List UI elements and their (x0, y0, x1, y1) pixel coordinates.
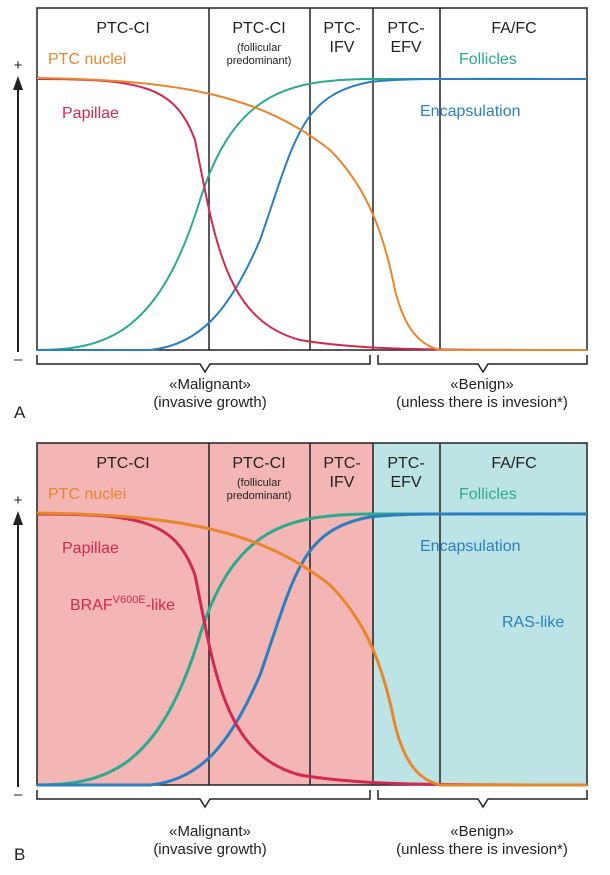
panel-b: PTC-CI PTC-CI (follicular predominant) P… (13, 442, 588, 864)
panel-a-col4-title-l2: EFV (390, 39, 421, 56)
panel-a-col3-title-l1: PTC- (323, 20, 360, 37)
panel-b-label-encapsulation: Encapsulation (420, 538, 521, 555)
panel-a-col2-subtitle2: predominant) (227, 55, 292, 67)
panel-b-benign-brace (377, 790, 588, 809)
panel-a-letter: A (14, 403, 26, 422)
braf-suffix: -like (146, 597, 175, 614)
panel-b-col2-subtitle2: predominant) (227, 490, 292, 502)
panel-b-letter: B (14, 845, 25, 864)
panel-b-encapsulation-curve (37, 512, 588, 787)
panel-a-malignant-brace (36, 355, 371, 374)
panel-b-col1-title: PTC-CI (96, 455, 149, 472)
panel-a-frame (36, 7, 588, 351)
panel-a-label-encapsulation: Encapsulation (420, 103, 521, 120)
panel-a-benign-brace (377, 355, 588, 374)
panel-a-col2-subtitle1: (follicular (237, 42, 281, 54)
panel-b-follicles-curve (36, 512, 587, 787)
panel-b-label-follicles: Follicles (459, 486, 517, 503)
panel-b-braf-like-label: BRAFV600E-like (70, 594, 175, 614)
panel-a-col4-title-l1: PTC- (387, 20, 424, 37)
panel-a-encapsulation-curve (37, 77, 588, 351)
panel-a-col5-title: FA/FC (491, 20, 536, 37)
panel-b-col2-title: PTC-CI (232, 455, 285, 472)
panel-a-y-axis-arrowhead (13, 76, 23, 90)
panel-b-papillae-curve (36, 512, 588, 787)
panel-a-label-papillae: Papillae (62, 105, 119, 122)
panel-a-col2-title: PTC-CI (232, 20, 285, 37)
panel-a-benign-line1: «Benign» (450, 376, 513, 393)
panel-a-ptc-nuclei-curve (36, 77, 587, 351)
braf-base: BRAF (70, 597, 113, 614)
panel-b-benign-line2: (unless there is invesion*) (396, 841, 568, 858)
panel-a-malignant-line2: (invasive growth) (153, 394, 266, 411)
panel-b-col3-title-l2: IFV (330, 474, 355, 491)
panel-b-frame (36, 442, 588, 786)
braf-superscript: V600E (113, 594, 146, 606)
panel-b-label-ptc-nuclei: PTC nuclei (48, 486, 126, 503)
panel-a-axis-minus: – (14, 351, 23, 368)
panel-b-col5-title: FA/FC (491, 455, 536, 472)
panel-b-label-papillae: Papillae (62, 540, 119, 557)
panel-a-label-follicles: Follicles (459, 51, 517, 68)
panel-b-y-axis-arrowhead (13, 511, 23, 525)
panel-a-axis-plus: + (14, 57, 23, 74)
panel-a-col3-title-l2: IFV (330, 39, 355, 56)
panel-a-follicles-curve (36, 78, 587, 351)
panel-b-col4-title-l1: PTC- (387, 455, 424, 472)
panel-b-col3-title-l1: PTC- (323, 455, 360, 472)
panel-a-papillae-curve (36, 78, 588, 351)
panel-b-malignant-line1: «Malignant» (169, 823, 251, 840)
panel-a-label-ptc-nuclei: PTC nuclei (48, 51, 126, 68)
panel-a-benign-line2: (unless there is invesion*) (396, 394, 568, 411)
panel-b-malignant-shade (37, 443, 373, 785)
panel-b-axis-minus: – (14, 786, 23, 803)
panel-b-ras-like-label: RAS-like (502, 614, 564, 631)
panel-b-ptc-nuclei-curve (36, 511, 587, 787)
panel-b-malignant-brace (36, 790, 371, 809)
panel-b-malignant-line2: (invasive growth) (153, 841, 266, 858)
panel-b-benign-shade (373, 443, 587, 785)
panel-a-malignant-line1: «Malignant» (169, 376, 251, 393)
panel-b-col4-title-l2: EFV (390, 474, 421, 491)
panel-b-col2-subtitle1: (follicular (237, 477, 281, 489)
panel-b-axis-plus: + (14, 492, 23, 509)
panel-a: PTC-CI PTC-CI (follicular predominant) P… (13, 7, 588, 422)
panel-a-col1-title: PTC-CI (96, 20, 149, 37)
panel-b-benign-line1: «Benign» (450, 823, 513, 840)
